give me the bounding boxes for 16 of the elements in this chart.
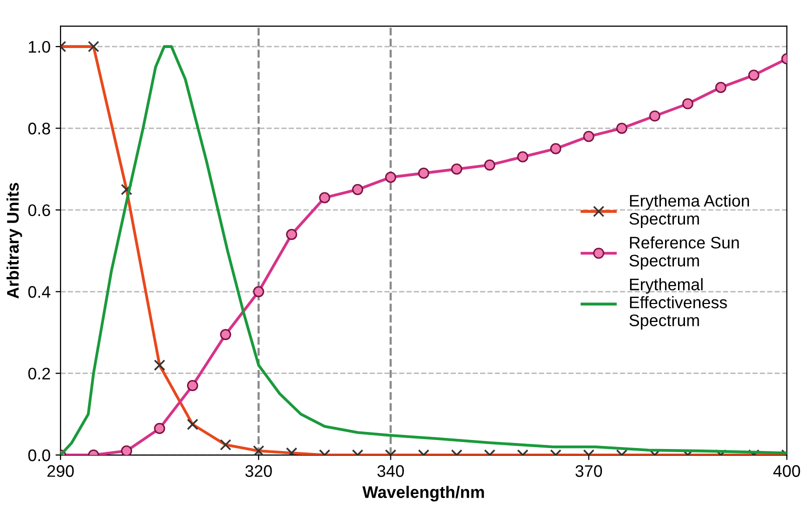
y-tick-label: 0.4 — [28, 286, 50, 298]
legend-label: Erythemal Effectiveness Spectrum — [629, 278, 727, 330]
x-tick-label: 290 — [47, 465, 74, 477]
x-tick-label: 320 — [245, 465, 272, 477]
legend-label: Reference Sun Spectrum — [629, 236, 739, 270]
y-tick-label: 0.0 — [28, 449, 50, 462]
x-axis-title: Wavelength/nm — [362, 486, 484, 502]
y-tick-label: 1.0 — [28, 40, 50, 53]
x-tick-label: 340 — [377, 465, 404, 477]
x-tick-label: 400 — [773, 465, 800, 477]
y-tick-label: 0.8 — [28, 122, 50, 134]
y-tick-label: 0.2 — [28, 368, 50, 380]
y-axis-title: Arbitrary Units — [6, 182, 22, 299]
y-tick-label: 0.6 — [28, 204, 50, 216]
legend-label: Erythema Action Spectrum — [629, 194, 749, 228]
x-tick-label: 370 — [575, 465, 602, 477]
